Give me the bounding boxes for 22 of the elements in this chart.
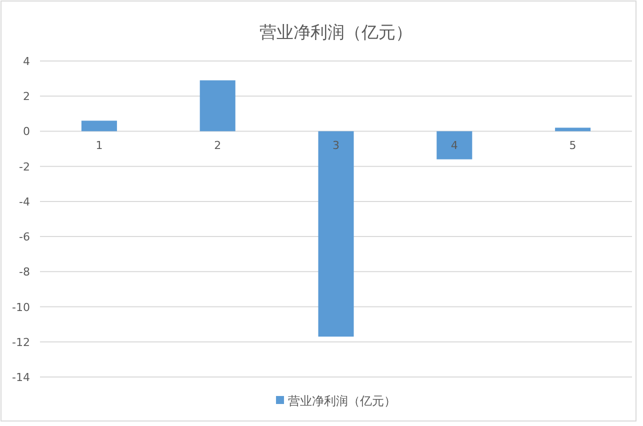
bar bbox=[81, 120, 117, 132]
bar bbox=[318, 131, 354, 337]
y-tick-label: 2 bbox=[23, 90, 30, 104]
y-tick-label: -2 bbox=[19, 160, 30, 174]
bar bbox=[555, 128, 591, 132]
chart-title: 营业净利润（亿元） bbox=[260, 23, 412, 43]
y-tick-label: -12 bbox=[12, 336, 30, 349]
x-tick-label: 5 bbox=[569, 139, 576, 152]
x-tick-label: 1 bbox=[96, 139, 103, 152]
y-tick-label: -6 bbox=[19, 230, 30, 244]
y-tick-label: 4 bbox=[23, 55, 30, 68]
y-tick-label: -4 bbox=[19, 195, 30, 208]
y-tick-label: -14 bbox=[12, 371, 30, 384]
legend-label: 营业净利润（亿元） bbox=[288, 394, 396, 408]
bar bbox=[436, 131, 472, 160]
x-tick-label: 2 bbox=[214, 139, 222, 152]
y-tick-label: 0 bbox=[23, 125, 30, 138]
y-tick-label: -10 bbox=[12, 300, 30, 314]
y-tick-label: -8 bbox=[19, 266, 30, 279]
bar bbox=[200, 80, 236, 132]
x-tick-label: 4 bbox=[450, 139, 458, 152]
x-tick-label: 3 bbox=[332, 139, 340, 152]
